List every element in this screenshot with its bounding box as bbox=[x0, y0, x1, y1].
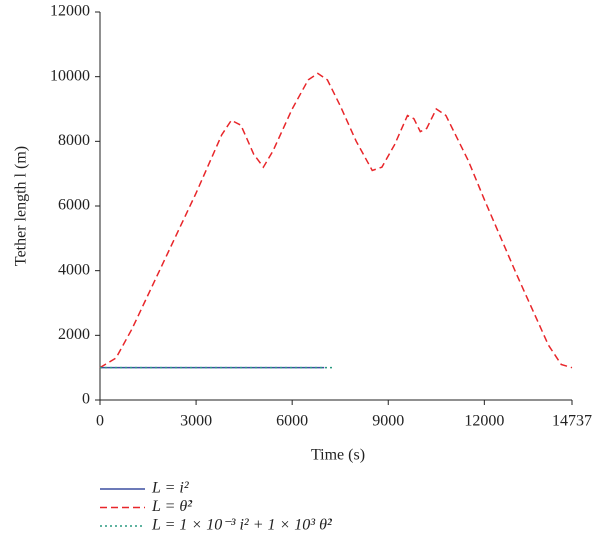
legend-label: L = θ̇² bbox=[151, 498, 193, 515]
y-tick-label: 10000 bbox=[50, 67, 90, 84]
x-tick-label: 12000 bbox=[464, 413, 504, 430]
y-tick-label: 4000 bbox=[58, 261, 90, 278]
x-tick-label: 6000 bbox=[276, 413, 308, 430]
legend-label: L = i² bbox=[151, 480, 190, 497]
x-tick-label: 14737 bbox=[552, 413, 592, 430]
x-tick-label: 3000 bbox=[180, 413, 212, 430]
y-tick-label: 0 bbox=[82, 391, 90, 408]
y-tick-label: 8000 bbox=[58, 132, 90, 149]
y-axis-label: Tether length l (m) bbox=[13, 146, 30, 266]
y-tick-label: 12000 bbox=[50, 3, 90, 20]
x-axis-label: Time (s) bbox=[311, 447, 365, 464]
y-tick-label: 6000 bbox=[58, 197, 90, 214]
legend-label: L = 1 × 10⁻³ i² + 1 × 10³ θ̇² bbox=[151, 517, 333, 534]
x-tick-label: 9000 bbox=[372, 413, 404, 430]
line-series bbox=[99, 72, 573, 369]
y-tick-label: 2000 bbox=[58, 326, 90, 343]
x-tick-label: 0 bbox=[96, 413, 104, 430]
